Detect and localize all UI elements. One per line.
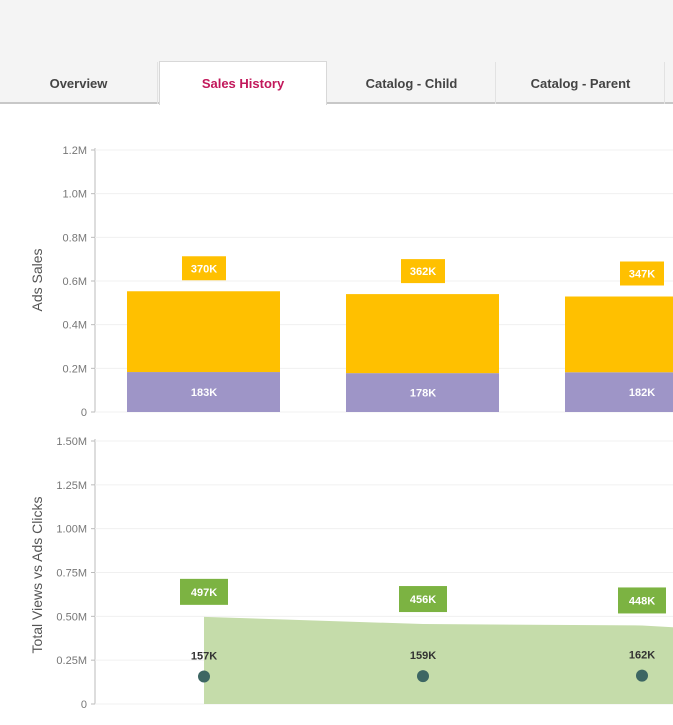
- scatter-point: [636, 669, 648, 682]
- y-tick-label: 1.25M: [56, 480, 87, 492]
- y-tick-label: 0.50M: [56, 611, 87, 623]
- y-tick-label: 0.2M: [63, 363, 87, 375]
- bar-segment-upper: [346, 294, 499, 374]
- y-tick-label: 0.4M: [63, 320, 87, 332]
- bar-segment-lower: [565, 372, 673, 412]
- data-label-box: [618, 587, 666, 614]
- bar-data-label: 182K: [629, 387, 655, 399]
- y-tick-label: 0.6M: [63, 276, 87, 288]
- tab-overview[interactable]: Overview: [0, 62, 158, 104]
- data-label-box: [399, 586, 447, 613]
- bar-data-label: 183K: [191, 387, 217, 399]
- y-tick-label: 0.75M: [56, 568, 87, 580]
- point-data-label: 162K: [629, 650, 655, 662]
- y-tick-label: 1.50M: [56, 436, 87, 448]
- y-axis-title: Ads Sales: [29, 248, 45, 311]
- bar-data-label: 178K: [410, 388, 436, 400]
- data-label-box: [180, 578, 228, 605]
- area-data-label: 497K: [191, 587, 217, 599]
- area-series: [204, 616, 673, 704]
- bar-data-label: 347K: [629, 269, 655, 281]
- tab-catalog-parent[interactable]: Catalog - Parent: [497, 62, 665, 104]
- data-label-box: [182, 256, 226, 281]
- y-axis-title: Total Views vs Ads Clicks: [29, 497, 45, 654]
- y-tick-label: 1.00M: [56, 524, 87, 536]
- area-data-label: 448K: [629, 595, 655, 607]
- bar-data-label: 362K: [410, 266, 436, 278]
- bar-segment-lower: [346, 373, 499, 412]
- bar-segment-upper: [565, 296, 673, 373]
- area-data-label: 456K: [410, 594, 436, 606]
- point-data-label: 159K: [410, 650, 436, 662]
- data-label-box: [401, 259, 445, 284]
- tab-bar: [0, 0, 673, 104]
- bar-segment-upper: [127, 291, 280, 373]
- y-tick-label: 0: [81, 699, 87, 711]
- y-tick-label: 0: [81, 407, 87, 419]
- tab-catalog-child[interactable]: Catalog - Child: [328, 62, 496, 104]
- y-tick-label: 1.0M: [63, 189, 87, 201]
- y-tick-label: 1.2M: [63, 145, 87, 157]
- y-tick-label: 0.8M: [63, 232, 87, 244]
- point-data-label: 157K: [191, 650, 217, 662]
- bar-segment-lower: [127, 372, 280, 412]
- scatter-point: [198, 670, 210, 683]
- tab-sales-history[interactable]: Sales History: [159, 61, 327, 105]
- scatter-point: [417, 670, 429, 683]
- bar-data-label: 370K: [191, 263, 217, 275]
- y-tick-label: 0.25M: [56, 655, 87, 667]
- data-label-box: [620, 261, 664, 286]
